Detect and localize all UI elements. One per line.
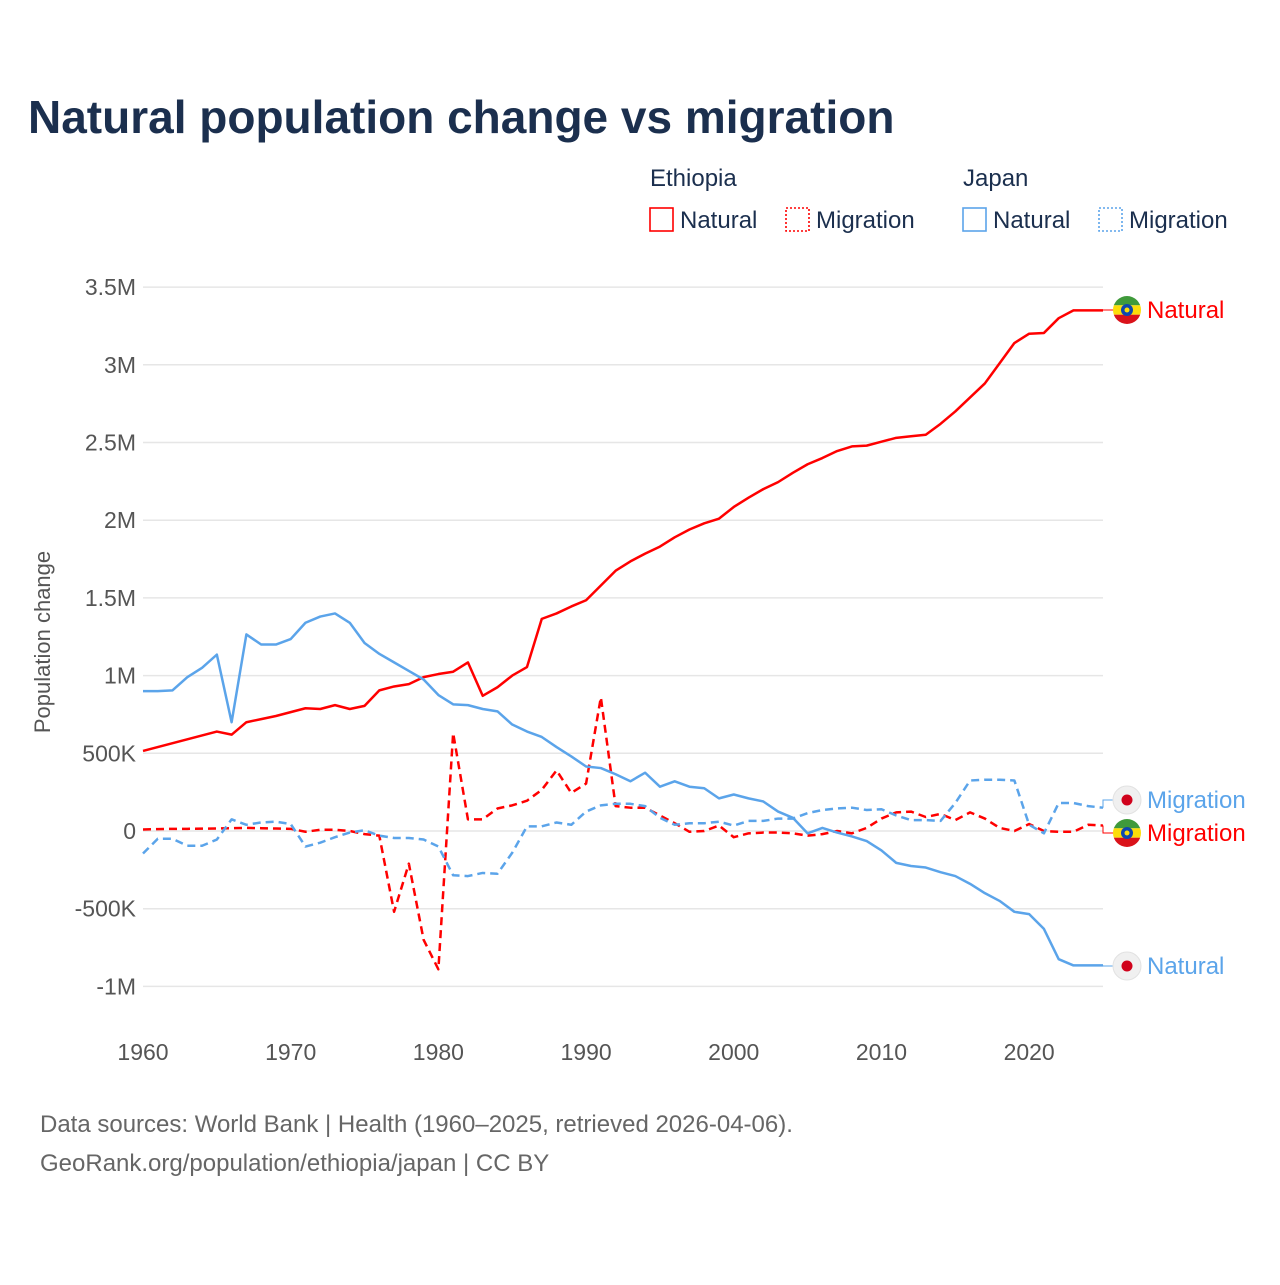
ethiopia-flag-icon — [1113, 819, 1141, 847]
y-axis-label: Population change — [30, 551, 55, 733]
legend-item-label[interactable]: Migration — [1129, 207, 1228, 234]
y-tick-label: 500K — [82, 740, 136, 766]
grid — [143, 287, 1103, 986]
x-axis: 1960 1970 1980 1990 2000 2010 2020 — [117, 1039, 1054, 1065]
footer-link[interactable]: GeoRank.org/population/ethiopia/japan | … — [40, 1150, 549, 1177]
legend-group-title: Ethiopia — [650, 165, 737, 192]
y-tick-label: 1.5M — [85, 585, 136, 611]
y-tick-label: 3M — [104, 352, 136, 378]
legend-swatch[interactable] — [786, 208, 809, 231]
legend-swatch[interactable] — [963, 208, 986, 231]
legend-item-label[interactable]: Natural — [680, 207, 757, 234]
japan-flag-icon — [1113, 952, 1141, 980]
x-tick-label: 1960 — [117, 1039, 168, 1065]
legend-item-label[interactable]: Natural — [993, 207, 1070, 234]
x-tick-label: 1970 — [265, 1039, 316, 1065]
y-tick-label: 0 — [123, 818, 136, 844]
legend: Ethiopia Natural Migration Japan Natural Migr… — [650, 165, 1228, 234]
footer-sources: Data sources: World Bank | Health (1960–… — [40, 1111, 793, 1138]
end-labels: Natural Migration Natural Migration — [1103, 296, 1246, 980]
x-tick-label: 2000 — [708, 1039, 759, 1065]
x-tick-label: 2010 — [856, 1039, 907, 1065]
x-tick-label: 1990 — [560, 1039, 611, 1065]
ethiopia-flag-icon — [1113, 296, 1141, 324]
ethiopia-natural-line — [143, 310, 1103, 751]
y-tick-label: 2M — [104, 507, 136, 533]
series-lines — [143, 310, 1103, 969]
chart-title: Natural population change vs migration — [28, 91, 894, 143]
y-tick-label: 2.5M — [85, 430, 136, 456]
series-end-label: Migration — [1147, 787, 1246, 814]
series-end-label: Natural — [1147, 953, 1224, 980]
x-tick-label: 2020 — [1004, 1039, 1055, 1065]
series-end-label: Natural — [1147, 297, 1224, 324]
y-tick-label: 3.5M — [85, 274, 136, 300]
legend-group-title: Japan — [963, 165, 1028, 192]
japan-flag-icon — [1113, 786, 1141, 814]
x-tick-label: 1980 — [413, 1039, 464, 1065]
y-tick-label: -1M — [96, 973, 136, 999]
legend-swatch[interactable] — [650, 208, 673, 231]
y-tick-label: 1M — [104, 663, 136, 689]
ethiopia-migration-line — [143, 697, 1103, 969]
legend-item-label[interactable]: Migration — [816, 207, 915, 234]
y-tick-label: -500K — [75, 896, 137, 922]
japan-natural-line — [143, 613, 1103, 965]
legend-swatch[interactable] — [1099, 208, 1122, 231]
y-axis: 3.5M 3M 2.5M 2M 1.5M 1M 500K 0 -500K -1M — [75, 274, 137, 999]
series-end-label: Migration — [1147, 820, 1246, 847]
